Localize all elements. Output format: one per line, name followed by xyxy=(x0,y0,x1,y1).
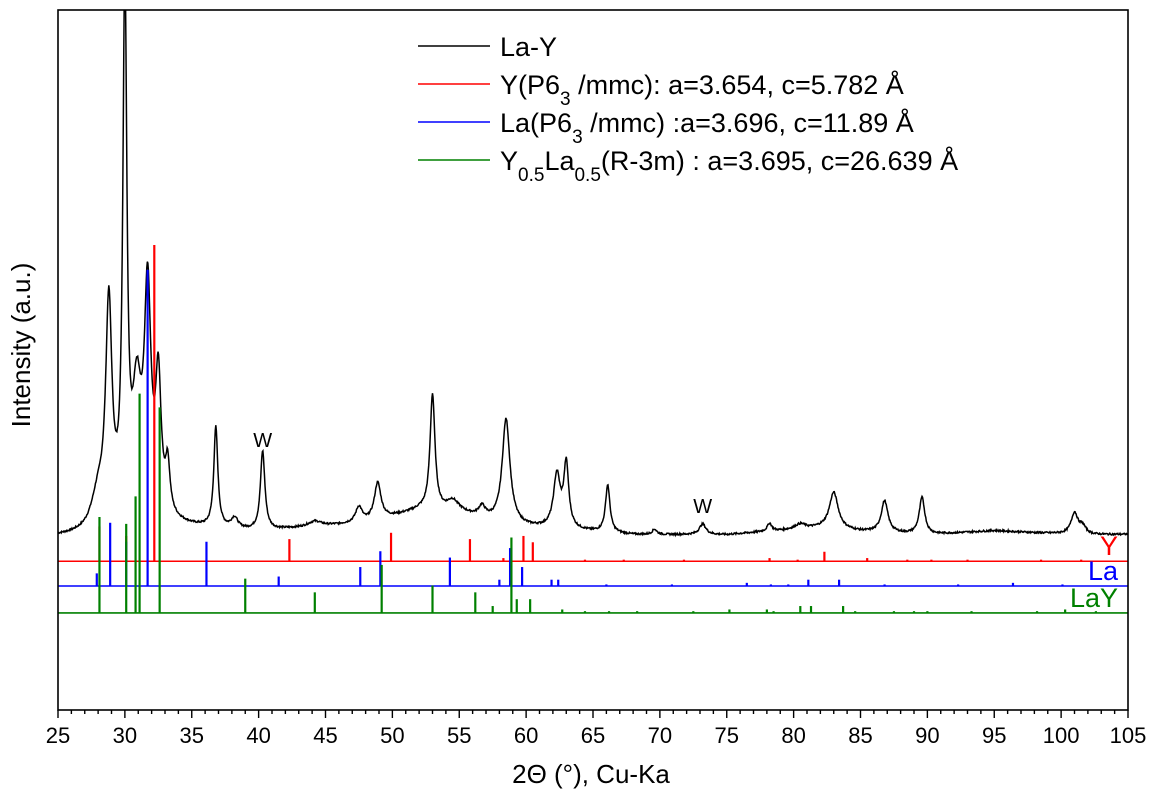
plot-area xyxy=(58,10,1128,614)
annotation-label: W xyxy=(253,430,272,452)
trace-label-Y: Y xyxy=(1100,531,1118,561)
x-axis-title: 2Θ (°), Cu-Ka xyxy=(512,759,670,789)
series-line-La-Y xyxy=(58,10,1128,538)
x-axis: 25 30 35 40 45 50 55 60 65 70 75 80 85 90 95 100 105 xyxy=(46,9,1147,748)
x-tick-label: 55 xyxy=(447,723,471,748)
x-tick-label: 25 xyxy=(46,723,70,748)
x-tick-label: 35 xyxy=(180,723,204,748)
x-tick-label: 80 xyxy=(781,723,805,748)
annotations: WW xyxy=(253,430,712,518)
trace-label-LaY: LaY xyxy=(1070,583,1118,613)
x-tick-label: 85 xyxy=(848,723,872,748)
x-tick-label: 40 xyxy=(246,723,270,748)
legend-entry: La-Y xyxy=(500,32,557,62)
x-tick-label: 30 xyxy=(113,723,137,748)
x-tick-label: 95 xyxy=(982,723,1006,748)
x-tick-label: 45 xyxy=(313,723,337,748)
x-tick-label: 50 xyxy=(380,723,404,748)
annotation-label: W xyxy=(693,496,712,518)
x-tick-label: 90 xyxy=(915,723,939,748)
x-tick-label: 105 xyxy=(1110,723,1147,748)
x-tick-label: 75 xyxy=(715,723,739,748)
legend-entry: La(P63 /mmc) :a=3.696, c=11.89 Å xyxy=(500,107,914,148)
x-tick-label: 65 xyxy=(581,723,605,748)
trace-label-La: La xyxy=(1088,556,1119,586)
legend-entry: Y0.5La0.5(R-3m) : a=3.695, c=26.639 Å xyxy=(500,145,958,186)
x-tick-label: 60 xyxy=(514,723,538,748)
x-tick-label: 100 xyxy=(1043,723,1080,748)
x-tick-label: 70 xyxy=(648,723,672,748)
legend: La-Y Y(P63 /mmc): a=3.654, c=5.782 ÅLa(P6… xyxy=(418,32,958,186)
legend-entry: Y(P63 /mmc): a=3.654, c=5.782 Å xyxy=(500,69,904,110)
y-axis-title: Intensity (a.u.) xyxy=(6,263,36,428)
